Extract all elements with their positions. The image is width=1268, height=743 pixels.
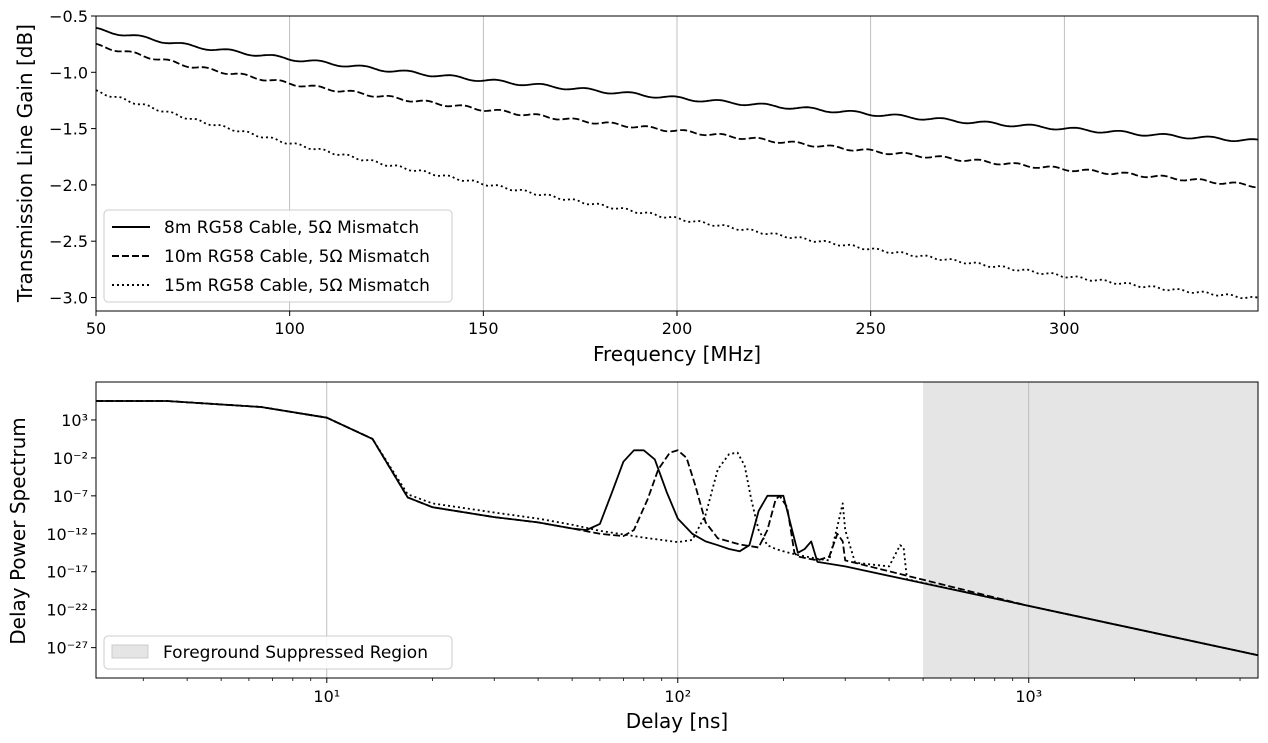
bottom-y-tick-label: 10⁻⁷ (53, 487, 88, 506)
bottom-y-tick-label: 10⁻¹² (46, 525, 88, 544)
bottom-grid (326, 382, 1030, 678)
top-y-tick-label: −0.5 (49, 7, 88, 26)
top-x-tick-label: 150 (468, 319, 499, 338)
top-panel: 50 100 150 200 250 300 −0.5 −1.0 −1.5 −2.0 −2.5 −3.… (13, 7, 1259, 366)
top-legend: 8m RG58 Cable, 5Ω Mismatch 10m RG58 Cabl… (103, 209, 453, 303)
bottom-y-axis-label: Delay Power Spectrum (6, 417, 30, 644)
legend-swatch-shaded (111, 644, 149, 659)
top-series-group (95, 27, 1259, 300)
bottom-series-line-solid (96, 400, 1259, 657)
bottom-x-tick-label: 10² (664, 687, 691, 706)
foreground-suppressed-region (923, 382, 1258, 678)
top-x-tick-label: 50 (86, 319, 106, 338)
legend-label-10m: 10m RG58 Cable, 5Ω Mismatch (164, 247, 430, 267)
top-x-tick-label: 100 (274, 319, 305, 338)
top-ticks: 50 100 150 200 250 300 −0.5 −1.0 −1.5 −2.0 −2.5 −3.… (49, 7, 1079, 338)
bottom-y-tick-label: 10³ (61, 411, 88, 430)
top-x-tick-label: 200 (662, 319, 693, 338)
top-y-tick-label: −3.0 (49, 288, 88, 307)
top-x-tick-label: 250 (855, 319, 886, 338)
legend-label-15m: 15m RG58 Cable, 5Ω Mismatch (164, 276, 430, 296)
bottom-y-tick-label: 10⁻¹⁷ (46, 563, 88, 582)
bottom-legend: Foreground Suppressed Region (103, 635, 453, 670)
top-x-axis-label: Frequency [MHz] (593, 342, 761, 366)
bottom-y-tick-label: 10⁻² (53, 449, 88, 468)
bottom-x-tick-label: 10³ (1015, 687, 1042, 706)
top-y-axis-label: Transmission Line Gain [dB] (13, 24, 37, 303)
top-series-line-solid (95, 27, 1259, 143)
top-y-tick-label: −2.5 (49, 232, 88, 251)
bottom-series-line-dashed (96, 400, 1259, 657)
bottom-y-tick-label: 10⁻²² (46, 601, 88, 620)
bottom-series-group (96, 400, 1259, 657)
top-series-line-dashed (95, 42, 1258, 189)
bottom-panel: 10¹ 10² 10³ 10³ 10⁻² 10⁻⁷ 10⁻¹² 10⁻¹⁷ 10⁻²² 10⁻²⁷… (6, 381, 1259, 733)
top-x-tick-label: 300 (1049, 319, 1080, 338)
bottom-x-axis-label: Delay [ns] (626, 709, 728, 733)
legend-label-8m: 8m RG58 Cable, 5Ω Mismatch (164, 218, 419, 238)
bottom-ticks: 10¹ 10² 10³ 10³ 10⁻² 10⁻⁷ 10⁻¹² 10⁻¹⁷ 10⁻²² 10⁻²⁷ (46, 411, 1241, 706)
top-y-tick-label: −2.0 (49, 176, 88, 195)
bottom-legend-box (103, 635, 453, 670)
legend-label-foreground: Foreground Suppressed Region (163, 643, 428, 663)
bottom-y-tick-label: 10⁻²⁷ (46, 639, 88, 658)
bottom-axes-frame (95, 381, 1259, 679)
top-y-tick-label: −1.5 (49, 120, 88, 139)
top-y-tick-label: −1.0 (49, 63, 88, 82)
top-legend-box (103, 209, 453, 303)
bottom-x-tick-label: 10¹ (313, 687, 340, 706)
